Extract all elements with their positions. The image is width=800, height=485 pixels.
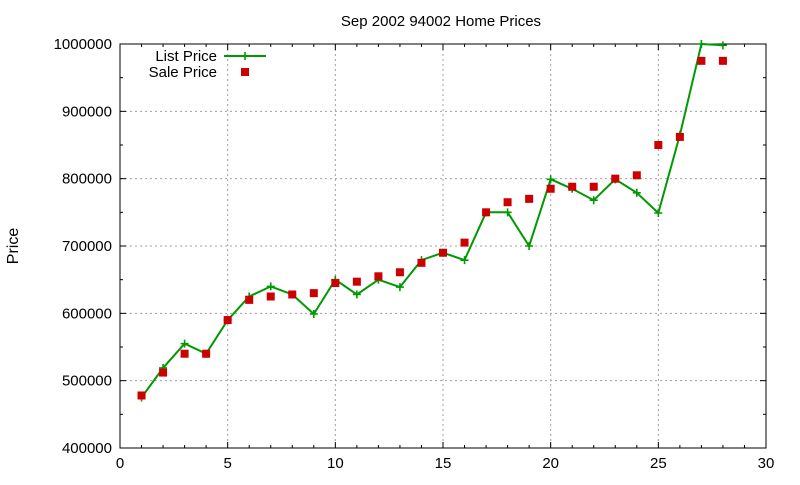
x-tick-label: 20	[542, 455, 559, 472]
y-tick-label: 700000	[62, 238, 112, 255]
sale-price-point	[202, 349, 211, 358]
sale-price-point	[439, 248, 447, 257]
list-price-point	[654, 209, 663, 218]
sale-price-point	[223, 316, 232, 325]
sale-price-point	[309, 289, 318, 298]
list-price-point	[525, 242, 534, 250]
list-price-point	[718, 41, 727, 50]
list-price-point	[546, 175, 555, 184]
list-price-point	[352, 290, 361, 299]
y-tick-label: 800000	[62, 171, 112, 188]
sale-price-point	[697, 56, 706, 65]
series-sale-price	[137, 56, 727, 400]
sale-price-point	[675, 132, 684, 141]
y-tick-label: 500000	[62, 373, 112, 390]
y-tick-label: 900000	[62, 103, 112, 120]
list-price-point	[180, 339, 189, 348]
x-tick-label: 15	[435, 455, 452, 472]
sale-price-point	[568, 182, 577, 191]
sale-price-point	[525, 194, 534, 203]
list-price-point	[309, 310, 318, 319]
sale-price-point	[352, 277, 361, 286]
list-price-point	[697, 40, 706, 48]
sale-price-point	[654, 141, 663, 149]
sale-price-point	[503, 198, 512, 207]
legend-swatch-square	[241, 68, 249, 76]
list-price-point	[395, 283, 404, 292]
list-price-point	[460, 256, 469, 265]
sale-price-point	[374, 272, 383, 281]
sale-price-point	[546, 184, 555, 193]
sale-price-point	[395, 268, 404, 277]
sale-price-point	[288, 290, 297, 299]
sale-price-point	[632, 171, 641, 180]
y-axis-label: Price	[5, 228, 22, 265]
y-tick-label: 600000	[62, 305, 112, 322]
sale-price-point	[137, 391, 146, 400]
list-price-point	[589, 196, 598, 205]
sale-price-point	[482, 208, 491, 217]
x-tick-label: 5	[223, 455, 231, 472]
x-tick-label: 30	[758, 455, 775, 472]
x-tick-label: 0	[116, 455, 124, 472]
series-list-price	[137, 40, 727, 402]
y-tick-label: 400000	[62, 440, 112, 457]
list-price-point	[503, 208, 512, 217]
y-tick-label: 1000000	[54, 36, 112, 53]
x-tick-label: 25	[650, 455, 667, 472]
sale-price-point	[460, 238, 469, 247]
sale-price-point	[245, 295, 254, 304]
legend-swatch-cross	[241, 52, 249, 60]
sale-price-point	[417, 258, 426, 267]
list-price-point	[632, 188, 641, 197]
list-price-line	[140, 42, 723, 399]
sale-price-point	[611, 174, 620, 183]
sale-price-point	[331, 279, 340, 288]
sale-price-point	[718, 56, 727, 65]
legend-label: List Price	[155, 48, 217, 65]
axis-ticks: 0 5 10 15 20 25 30 400000 500000 600000 700000 8000…	[54, 36, 775, 472]
sale-price-point	[180, 349, 189, 358]
grid-lines	[120, 44, 766, 448]
sale-price-point	[266, 292, 275, 301]
sale-price-point	[159, 368, 168, 377]
list-price-point	[266, 282, 275, 291]
series-layer	[137, 40, 727, 402]
chart-title: Sep 2002 94002 Home Prices	[341, 13, 541, 30]
legend-label: Sale Price	[149, 64, 217, 81]
sale-price-point	[589, 182, 598, 191]
x-tick-label: 10	[327, 455, 344, 472]
